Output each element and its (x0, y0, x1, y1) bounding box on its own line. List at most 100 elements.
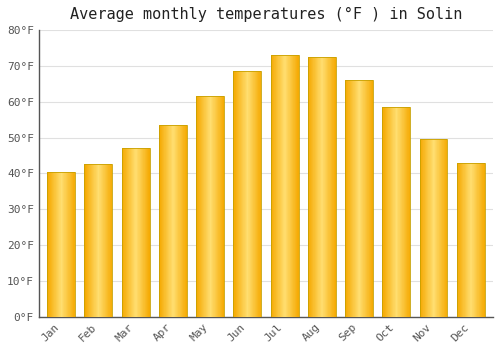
Bar (420, 139, 448, 317)
Bar (98, 164, 99, 317)
Bar (86, 164, 87, 317)
Bar (464, 163, 465, 317)
Bar (317, 57, 318, 317)
Bar (146, 148, 147, 317)
Bar (437, 139, 438, 317)
Bar (236, 71, 238, 317)
Bar (185, 125, 186, 317)
Bar (476, 163, 477, 317)
Bar (74, 172, 75, 317)
Bar (61, 172, 62, 317)
Bar (355, 80, 356, 317)
Bar (364, 80, 365, 317)
Bar (345, 80, 346, 317)
Bar (172, 125, 173, 317)
Bar (252, 71, 253, 317)
Bar (272, 55, 273, 317)
Bar (122, 148, 150, 317)
Bar (350, 80, 351, 317)
Bar (429, 139, 430, 317)
Bar (174, 125, 175, 317)
Bar (175, 125, 176, 317)
Bar (210, 96, 211, 317)
Bar (123, 148, 124, 317)
Bar (358, 80, 359, 317)
Bar (286, 55, 287, 317)
Bar (333, 57, 334, 317)
Bar (259, 71, 260, 317)
Bar (108, 164, 109, 317)
Bar (105, 164, 106, 317)
Bar (217, 96, 218, 317)
Bar (357, 80, 358, 317)
Bar (313, 57, 314, 317)
Bar (408, 107, 409, 317)
Bar (130, 148, 131, 317)
Bar (348, 80, 349, 317)
Bar (64, 172, 65, 317)
Bar (238, 71, 239, 317)
Bar (400, 107, 402, 317)
Bar (47, 172, 75, 317)
Bar (168, 125, 169, 317)
Bar (283, 55, 284, 317)
Bar (322, 57, 323, 317)
Bar (366, 80, 367, 317)
Bar (131, 148, 132, 317)
Bar (329, 57, 330, 317)
Bar (432, 139, 433, 317)
Bar (148, 148, 149, 317)
Bar (280, 55, 281, 317)
Bar (478, 163, 479, 317)
Bar (330, 57, 332, 317)
Bar (201, 96, 202, 317)
Bar (258, 71, 259, 317)
Bar (200, 96, 201, 317)
Bar (293, 55, 294, 317)
Bar (219, 96, 220, 317)
Bar (163, 125, 164, 317)
Bar (209, 96, 210, 317)
Bar (296, 55, 297, 317)
Bar (90, 164, 91, 317)
Bar (144, 148, 145, 317)
Bar (239, 71, 240, 317)
Bar (433, 139, 434, 317)
Bar (55, 172, 56, 317)
Bar (326, 57, 327, 317)
Bar (318, 57, 319, 317)
Bar (197, 96, 198, 317)
Bar (256, 71, 257, 317)
Bar (127, 148, 128, 317)
Bar (423, 139, 424, 317)
Bar (162, 125, 163, 317)
Bar (234, 71, 262, 317)
Bar (60, 172, 61, 317)
Bar (425, 139, 426, 317)
Bar (196, 96, 224, 317)
Bar (71, 172, 72, 317)
Bar (270, 55, 271, 317)
Bar (124, 148, 125, 317)
Bar (458, 163, 459, 317)
Bar (179, 125, 180, 317)
Bar (243, 71, 244, 317)
Bar (170, 125, 171, 317)
Bar (388, 107, 389, 317)
Bar (211, 96, 212, 317)
Bar (129, 148, 130, 317)
Bar (323, 57, 324, 317)
Bar (138, 148, 139, 317)
Bar (96, 164, 98, 317)
Bar (424, 139, 425, 317)
Bar (73, 172, 74, 317)
Bar (319, 57, 320, 317)
Bar (177, 125, 178, 317)
Bar (351, 80, 352, 317)
Bar (370, 80, 372, 317)
Bar (440, 139, 442, 317)
Bar (69, 172, 70, 317)
Bar (240, 71, 241, 317)
Bar (316, 57, 317, 317)
Bar (122, 148, 123, 317)
